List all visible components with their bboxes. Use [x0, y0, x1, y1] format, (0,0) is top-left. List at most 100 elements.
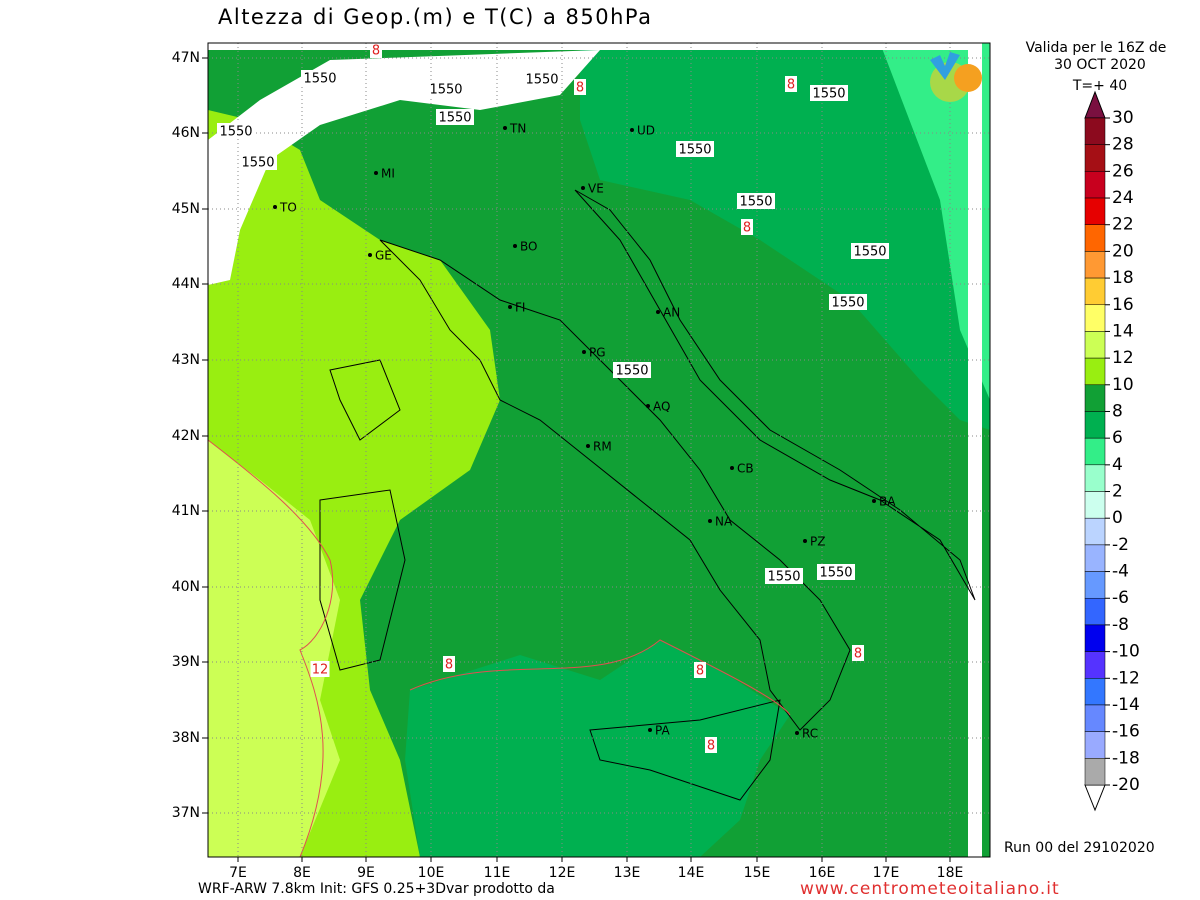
city-label: PZ: [810, 535, 825, 549]
lat-label: 46N: [172, 125, 200, 141]
island-outline: [319, 359, 781, 801]
colorbar-label: 2: [1112, 482, 1123, 502]
colorbar-label: -18: [1112, 748, 1140, 768]
run-label: Run 00 del 29102020: [1004, 840, 1155, 856]
colorbar-swatch: [1084, 171, 1106, 199]
contour-label: 1550: [812, 87, 845, 102]
contour-label-box: [443, 656, 455, 672]
contour-label-box: [817, 564, 855, 580]
valid-line: 30 OCT 2020: [1054, 57, 1146, 73]
temp-area: [208, 440, 340, 857]
colorbar-swatch: [1084, 731, 1106, 759]
colorbar-label: 24: [1112, 188, 1134, 208]
contour-label: 1550: [831, 296, 864, 311]
lon-label: 12E: [549, 865, 576, 881]
contour-label-box: [765, 568, 803, 584]
city-dot: [795, 731, 799, 735]
city-dot: [708, 519, 712, 523]
lat-label: 40N: [172, 579, 200, 595]
city-label: UD: [637, 124, 655, 138]
lat-label: 39N: [172, 654, 200, 670]
contour-label: 1550: [853, 245, 886, 260]
lat-label: 44N: [172, 276, 200, 292]
city-label: PG: [589, 346, 606, 360]
graticule: 47N 46N 45N 44N 43N 42N 41N 40N 39N 38N 37N 7E 8E 9E 1…: [172, 43, 990, 881]
no-data-area: [208, 50, 600, 285]
colorbar-swatch: [1084, 597, 1106, 626]
colorbar: 302826242220181614121086420-2-4-6-8-10-1…: [1084, 90, 1140, 812]
colorbar-swatch: [1084, 678, 1106, 706]
colorbar-swatch: [1084, 544, 1106, 572]
colorbar-swatch: [1084, 624, 1106, 652]
city-label: GE: [375, 249, 392, 263]
colorbar-label: 6: [1112, 428, 1123, 448]
city-label: TO: [279, 201, 297, 215]
colorbar-label: -16: [1112, 722, 1140, 742]
lat-label: 42N: [172, 428, 200, 444]
contour-label-box: [310, 661, 330, 677]
logo: [930, 52, 982, 102]
city-label: PA: [655, 724, 670, 738]
footer-text: WRF-ARW 7.8km Init: GFS 0.25+3Dvar prodo…: [198, 881, 555, 897]
lat-label: 38N: [172, 730, 200, 746]
isotherm: [409, 639, 791, 716]
colorbar-label: 4: [1112, 455, 1123, 475]
city-dot: [646, 404, 650, 408]
colorbar-label: -8: [1112, 615, 1129, 635]
contour-label: 8: [696, 664, 704, 679]
contour-label-box: [574, 79, 586, 95]
contour-label-box: [741, 219, 753, 235]
lon-label: 10E: [418, 865, 445, 881]
city-dot: [508, 305, 512, 309]
lon-label: 15E: [744, 865, 771, 881]
colorbar-swatch: [1084, 704, 1106, 732]
valid-line: T=+ 40: [1072, 78, 1127, 94]
city-dot: [374, 171, 378, 175]
lat-label: 37N: [172, 805, 200, 821]
lon-label: 18E: [937, 865, 964, 881]
temp-area: [580, 43, 990, 430]
colorbar-swatch: [1084, 651, 1106, 679]
valid-line: Valida per le 16Z de: [1026, 40, 1167, 56]
map-field: [208, 43, 990, 857]
colorbar-label: -10: [1112, 642, 1140, 662]
contour-label-box: [676, 141, 714, 157]
city-dot: [581, 186, 585, 190]
contour-label: 1550: [615, 364, 648, 379]
contour-label-box: [705, 737, 717, 753]
map-labels: TN UD MI VE TO BO GE FI AN PG AQ RM CB BA NA PZ PA RC 1550…: [217, 42, 896, 754]
logo-shape: [930, 52, 960, 80]
colorbar-label: -14: [1112, 695, 1140, 715]
colorbar-label: -6: [1112, 588, 1129, 608]
city-dot: [582, 350, 586, 354]
contour-label-box: [301, 70, 339, 86]
colorbar-swatch: [1084, 277, 1106, 306]
colorbar-label: 22: [1112, 215, 1134, 235]
lat-label: 45N: [172, 201, 200, 217]
city-dot: [648, 728, 652, 732]
contour-label-box: [785, 76, 797, 92]
contour-label: 1550: [438, 111, 471, 126]
lat-label: 43N: [172, 352, 200, 368]
city-label: NA: [715, 515, 733, 529]
colorbar-swatch: [1084, 758, 1106, 786]
colorbar-swatch: [1084, 411, 1106, 439]
contour-label: 1550: [739, 195, 772, 210]
colorbar-swatch: [1084, 384, 1106, 412]
city-dot: [513, 244, 517, 248]
contour-label-box: [427, 81, 465, 97]
colorbar-label: -2: [1112, 535, 1129, 555]
colorbar-label: -4: [1112, 562, 1129, 582]
contour-label-box: [239, 154, 277, 170]
colorbar-label: -12: [1112, 668, 1140, 688]
contour-label-box: [694, 662, 706, 678]
city-label: TN: [509, 122, 526, 136]
contour-label: 8: [743, 221, 751, 236]
city-label: BO: [520, 240, 537, 254]
contour-label: 1550: [303, 72, 336, 87]
city-dot: [273, 205, 277, 209]
city-label: RM: [593, 440, 612, 454]
map-title: Altezza di Geop.(m) e T(C) a 850hPa: [218, 5, 653, 29]
contour-label-box: [436, 109, 474, 125]
lat-label: 41N: [172, 503, 200, 519]
